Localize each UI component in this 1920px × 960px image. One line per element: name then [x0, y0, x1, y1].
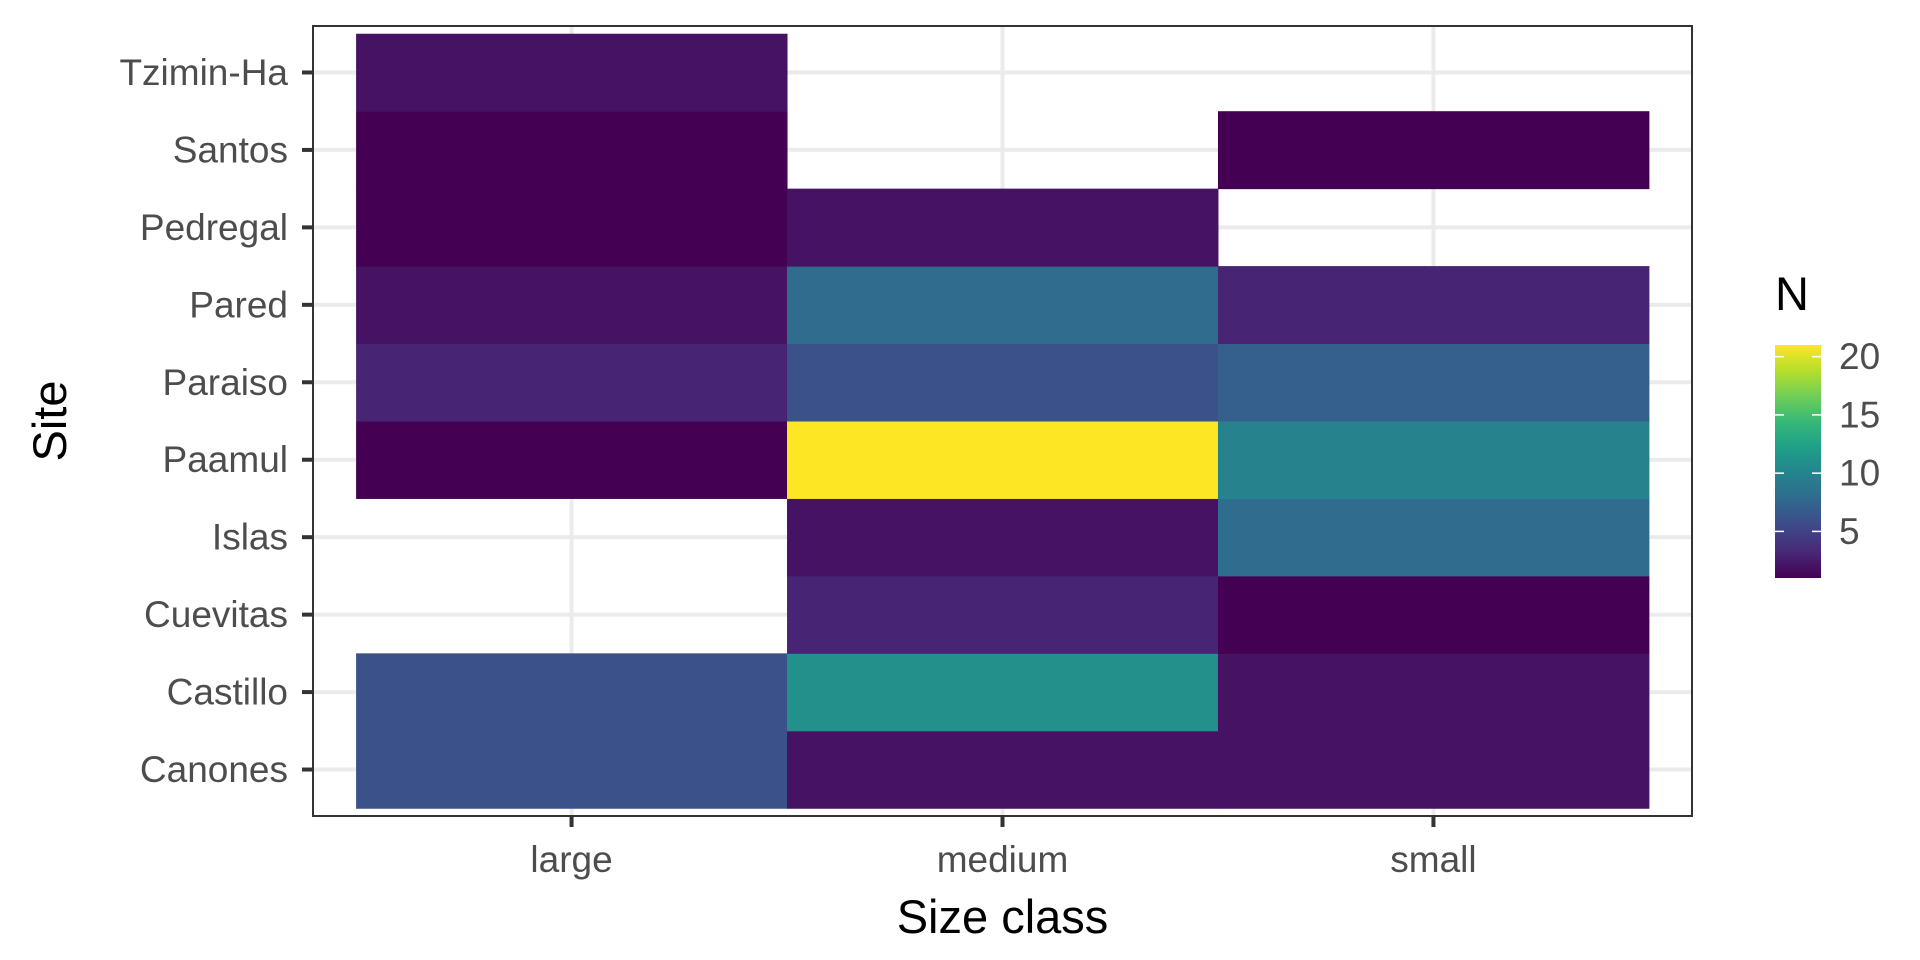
legend-tick-label: 10 [1839, 453, 1880, 494]
legend-tick-label: 15 [1839, 394, 1880, 435]
y-tick-label: Cuevitas [144, 594, 288, 635]
x-tick-label: medium [937, 839, 1069, 880]
heatmap-cell-large-tzimin-ha [356, 33, 788, 112]
heatmap-cell-medium-canones [787, 730, 1219, 809]
heatmap-cell-small-canones [1217, 730, 1650, 809]
y-tick-label: Paamul [163, 439, 288, 480]
heatmap-cell-small-cuevitas [1217, 575, 1650, 654]
heatmap-cell-large-canones [356, 730, 788, 809]
heatmap-cell-small-santos [1217, 111, 1650, 190]
x-axis: large medium small [530, 816, 1477, 880]
y-tick-label: Pedregal [140, 207, 288, 248]
heatmap-cells [356, 33, 1650, 809]
heatmap-cell-small-islas [1217, 498, 1650, 577]
heatmap-cell-large-paraiso [356, 343, 788, 422]
heatmap-cell-small-paraiso [1217, 343, 1650, 422]
heatmap-cell-large-castillo [356, 653, 788, 732]
y-tick-label: Tzimin-Ha [119, 52, 288, 93]
legend-title: N [1775, 267, 1809, 320]
heatmap-cell-medium-paamul [787, 421, 1219, 499]
heatmap-cell-medium-paraiso [787, 343, 1219, 422]
color-legend: N 5 10 15 20 [1775, 267, 1880, 578]
heatmap-cell-medium-cuevitas [787, 575, 1219, 654]
x-tick-label: small [1390, 839, 1476, 880]
heatmap-cell-small-pared [1217, 266, 1650, 345]
x-axis-title: Size class [897, 890, 1109, 943]
y-axis: Canones Castillo Cuevitas Islas Paamul Parais… [119, 52, 313, 790]
heatmap-cell-large-paamul [356, 421, 788, 499]
heatmap-cell-large-santos [356, 111, 788, 190]
x-tick-label: large [530, 839, 612, 880]
y-tick-label: Pared [189, 284, 288, 325]
heatmap-cell-small-paamul [1217, 421, 1650, 499]
y-tick-label: Islas [212, 517, 288, 558]
heatmap-cell-medium-pedregal [787, 188, 1219, 267]
heatmap-cell-large-pared [356, 266, 788, 345]
y-tick-label: Paraiso [163, 362, 288, 403]
heatmap-cell-medium-pared [787, 266, 1219, 345]
legend-tick-label: 20 [1839, 336, 1880, 377]
y-tick-label: Santos [173, 129, 288, 170]
heatmap-cell-medium-islas [787, 498, 1219, 577]
heatmap-cell-large-pedregal [356, 188, 788, 267]
y-tick-label: Canones [140, 749, 288, 790]
legend-colorbar [1775, 345, 1821, 578]
heatmap-cell-small-castillo [1217, 653, 1650, 732]
y-axis-title: Site [23, 381, 76, 462]
y-tick-label: Castillo [167, 672, 288, 713]
legend-tick-label: 5 [1839, 511, 1860, 552]
heatmap-cell-medium-castillo [787, 653, 1219, 732]
